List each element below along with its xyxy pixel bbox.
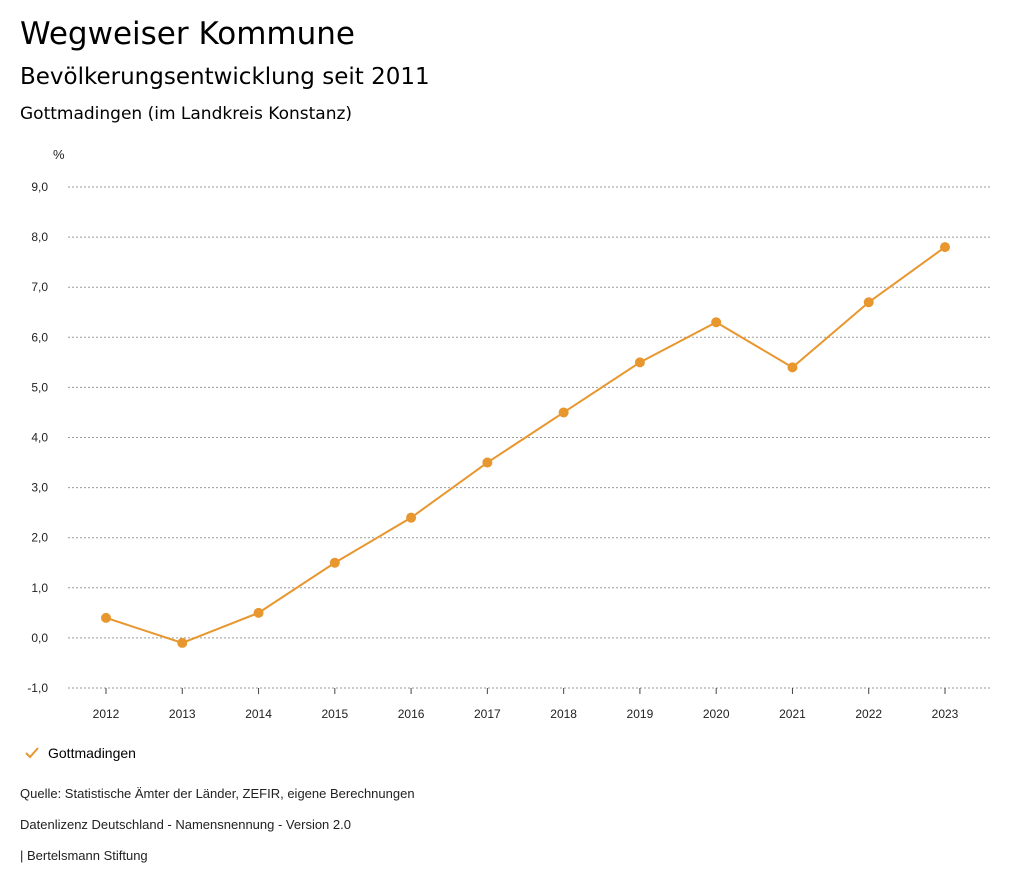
x-tick-label: 2022	[855, 707, 882, 721]
data-point	[253, 607, 264, 618]
data-point	[863, 297, 874, 308]
x-tick-label: 2020	[703, 707, 730, 721]
x-tick-label: 2023	[932, 707, 959, 721]
data-point	[787, 362, 798, 373]
x-tick-label: 2014	[245, 707, 272, 721]
y-tick-label: 2,0	[31, 531, 48, 545]
series-line	[105, 246, 946, 644]
x-tick-label: 2015	[321, 707, 348, 721]
line-chart: % -1,0 0,0 1,0 2,0 3,0 4,0 5,0 6,0 7,0 8,0 9,0 2012 2…	[27, 147, 990, 721]
data-point	[329, 557, 340, 568]
data-point	[406, 512, 417, 523]
y-tick-label: 6,0	[31, 330, 48, 344]
publisher-note: | Bertelsmann Stiftung	[20, 848, 148, 863]
source-note: Quelle: Statistische Ämter der Länder, Z…	[20, 786, 415, 801]
data-point	[940, 242, 950, 253]
y-tick-label: 8,0	[31, 230, 48, 244]
x-tick-label: 2012	[93, 707, 120, 721]
chart-legend[interactable]: Gottmadingen	[24, 745, 136, 761]
x-tick-label: 2018	[550, 707, 577, 721]
chart-subtitle: Bevölkerungsentwicklung seit 2011	[20, 64, 430, 90]
y-tick-label: 7,0	[31, 280, 48, 294]
legend-check-icon	[25, 747, 39, 759]
y-tick-label: 0,0	[31, 631, 48, 645]
y-unit-label: %	[53, 147, 65, 162]
y-tick-label: -1,0	[27, 681, 48, 695]
page-title: Wegweiser Kommune	[20, 16, 355, 52]
data-point	[634, 357, 645, 368]
x-tick-label: 2019	[627, 707, 654, 721]
x-tick-label: 2013	[169, 707, 196, 721]
y-tick-label: 4,0	[31, 431, 48, 445]
y-tick-label: 9,0	[31, 180, 48, 194]
data-point	[101, 612, 111, 623]
data-point	[177, 637, 188, 648]
data-point	[711, 317, 722, 328]
data-point	[482, 457, 493, 468]
x-tick-label: 2021	[779, 707, 806, 721]
y-tick-label: 5,0	[31, 380, 48, 394]
x-tick-label: 2017	[474, 707, 501, 721]
region-label: Gottmadingen (im Landkreis Konstanz)	[20, 104, 353, 124]
legend-label: Gottmadingen	[48, 745, 136, 761]
data-point	[558, 407, 569, 418]
license-note: Datenlizenz Deutschland - Namensnennung …	[20, 817, 351, 832]
y-tick-label: 1,0	[31, 581, 48, 595]
x-tick-label: 2016	[398, 707, 425, 721]
y-tick-label: 3,0	[31, 481, 48, 495]
